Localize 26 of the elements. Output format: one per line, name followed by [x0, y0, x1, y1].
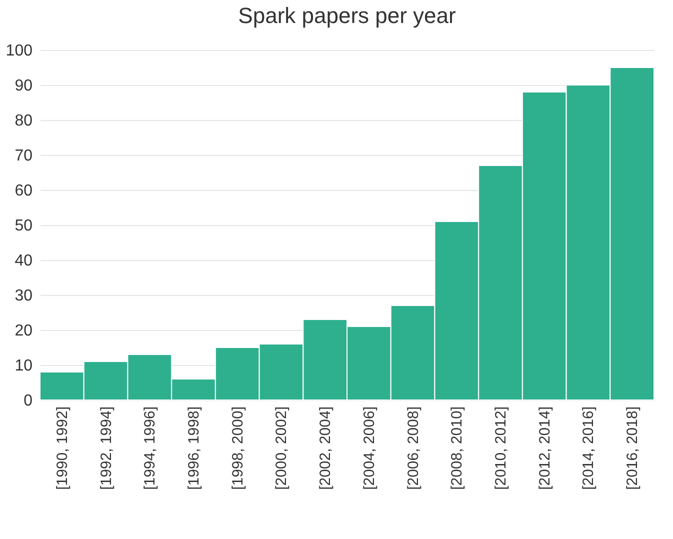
x-tick-label: [2006, 2008] [404, 406, 422, 490]
y-tick-label: 70 [14, 148, 33, 164]
x-tick-label: [2004, 2006] [360, 406, 378, 490]
y-tick-label: 0 [24, 392, 33, 410]
x-tick-label: [1996, 1998] [186, 406, 202, 490]
chart-title: Spark papers per year [238, 3, 456, 28]
y-tick-label: 50 [14, 218, 33, 234]
x-tick-label: [2010, 2012] [492, 406, 510, 490]
y-tick-label: 30 [14, 288, 33, 304]
y-tick-label: 20 [14, 322, 33, 340]
x-tick-label: [2014, 2016] [580, 406, 598, 490]
x-tick-label: [1994, 1996] [142, 406, 159, 490]
y-tick-label: 40 [14, 252, 33, 270]
y-tick-label: 10 [14, 358, 33, 374]
x-tick-label: [1998, 2000] [229, 406, 246, 490]
x-tick-label: [2016, 2018] [624, 406, 642, 490]
x-tick-label: [1992, 1994] [98, 406, 115, 490]
x-tick-label: [2012, 2014] [536, 406, 554, 490]
x-tick-label: [2002, 2004] [317, 406, 334, 490]
y-tick-label: 90 [14, 78, 33, 94]
y-tick-label: 80 [14, 112, 33, 130]
y-tick-label: 100 [6, 42, 33, 60]
x-tick-label: [2000, 2002] [273, 406, 290, 490]
x-tick-label: [2008, 2010] [448, 406, 466, 490]
x-tick-label: [1990, 1992] [54, 406, 71, 490]
y-tick-label: 60 [14, 182, 33, 200]
